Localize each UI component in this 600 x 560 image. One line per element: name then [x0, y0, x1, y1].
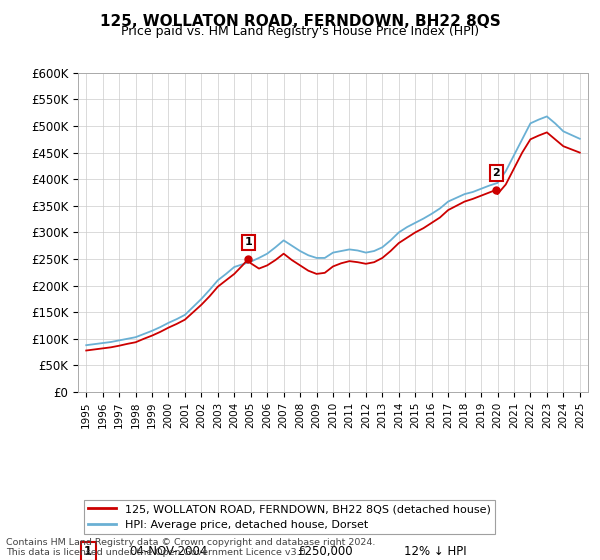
Text: Contains HM Land Registry data © Crown copyright and database right 2024.
This d: Contains HM Land Registry data © Crown c…: [6, 538, 376, 557]
Text: £250,000: £250,000: [297, 545, 353, 558]
Text: 04-NOV-2004: 04-NOV-2004: [129, 545, 208, 558]
Text: 12% ↓ HPI: 12% ↓ HPI: [404, 545, 467, 558]
Text: Price paid vs. HM Land Registry's House Price Index (HPI): Price paid vs. HM Land Registry's House …: [121, 25, 479, 38]
Text: 1: 1: [84, 545, 92, 558]
Text: 125, WOLLATON ROAD, FERNDOWN, BH22 8QS: 125, WOLLATON ROAD, FERNDOWN, BH22 8QS: [100, 14, 500, 29]
Legend: 125, WOLLATON ROAD, FERNDOWN, BH22 8QS (detached house), HPI: Average price, det: 125, WOLLATON ROAD, FERNDOWN, BH22 8QS (…: [83, 500, 495, 534]
Text: 1: 1: [244, 237, 252, 248]
Text: 2: 2: [493, 168, 500, 178]
